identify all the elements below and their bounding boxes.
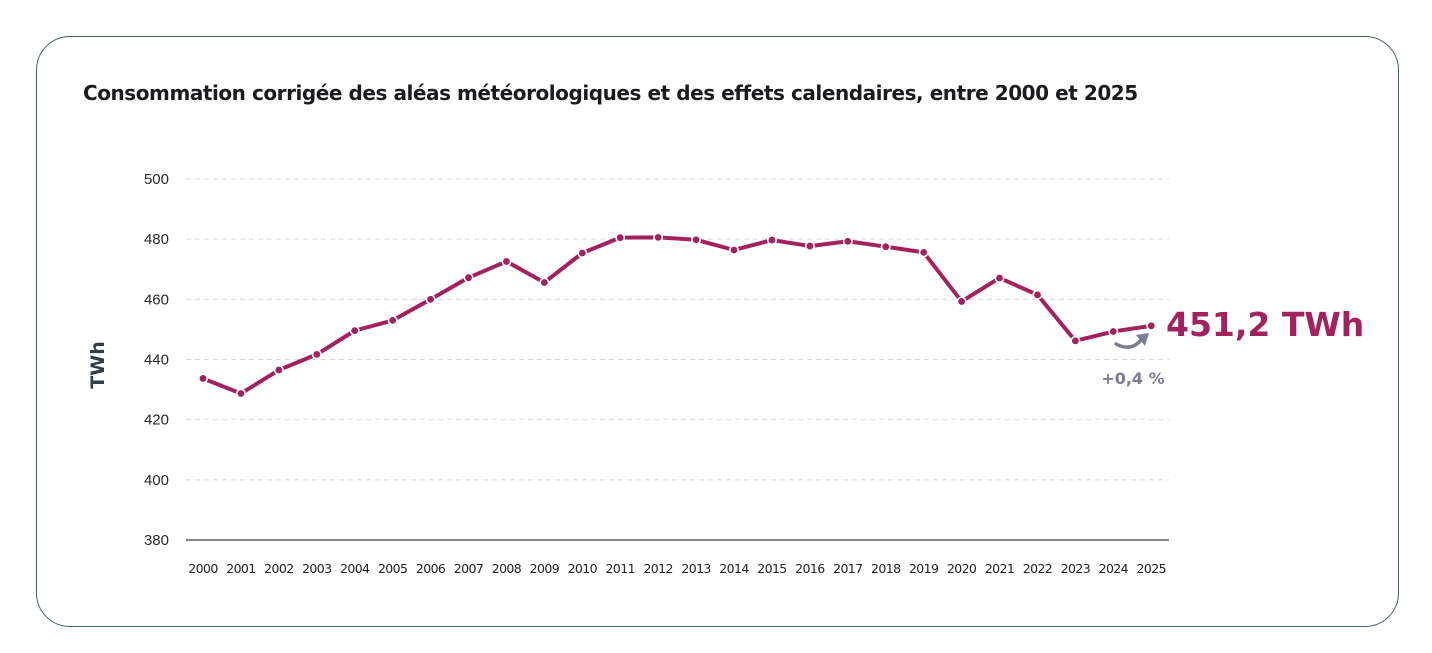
- data-point: [768, 236, 776, 244]
- data-point: [540, 279, 548, 286]
- data-point: [578, 249, 586, 257]
- x-tick-label: 2025: [1137, 561, 1166, 576]
- data-point: [313, 350, 321, 358]
- x-tick-label: 2013: [681, 561, 710, 576]
- y-axis-ticks: 500 480 460 440 420 400 380: [144, 171, 169, 549]
- data-point: [844, 237, 852, 245]
- x-tick-label: 2003: [302, 561, 331, 576]
- series-consommation: [198, 232, 1157, 399]
- x-tick-label: 2008: [492, 561, 522, 576]
- x-tick-label: 2019: [909, 561, 939, 576]
- data-point: [920, 249, 928, 256]
- y-tick-label: 460: [144, 291, 169, 308]
- data-point: [996, 274, 1003, 282]
- last-value-label: 451,2 TWh: [1166, 305, 1364, 344]
- x-axis-ticks: 2000 2001 2002 2003 2004 2005 2006 2007 2008 2009…: [188, 561, 1166, 576]
- curved-arrow-up-right-icon: [1114, 338, 1143, 349]
- data-point: [427, 295, 434, 303]
- data-point: [692, 236, 700, 244]
- y-tick-label: 380: [144, 532, 169, 549]
- data-point: [882, 243, 890, 251]
- x-tick-label: 2015: [757, 561, 786, 576]
- x-tick-label: 2020: [947, 561, 977, 576]
- y-tick-label: 480: [144, 231, 169, 248]
- y-tick-label: 440: [144, 352, 169, 369]
- data-point: [465, 274, 472, 282]
- data-point: [1034, 291, 1041, 299]
- data-point: [654, 233, 662, 241]
- data-point: [958, 298, 965, 305]
- x-tick-label: 2000: [188, 561, 218, 576]
- y-axis-label: TWh: [87, 341, 109, 388]
- data-point: [730, 246, 738, 254]
- gridlines: [186, 178, 1169, 481]
- y-tick-label: 400: [144, 472, 169, 489]
- x-tick-label: 2021: [985, 561, 1014, 576]
- data-point: [1071, 337, 1079, 345]
- x-tick-label: 2017: [833, 561, 862, 576]
- x-tick-label: 2002: [264, 561, 293, 576]
- data-point: [389, 316, 397, 324]
- x-tick-label: 2012: [643, 561, 672, 576]
- x-tick-label: 2022: [1023, 561, 1052, 576]
- x-tick-label: 2009: [530, 561, 560, 576]
- y-tick-label: 500: [144, 171, 169, 188]
- x-tick-label: 2016: [795, 561, 825, 576]
- x-tick-label: 2018: [871, 561, 901, 576]
- x-tick-label: 2010: [568, 561, 598, 576]
- x-tick-label: 2024: [1099, 561, 1129, 576]
- data-point: [1109, 328, 1117, 335]
- data-point: [616, 234, 624, 242]
- data-point: [1147, 322, 1155, 330]
- series-line: [201, 235, 1154, 396]
- x-tick-label: 2006: [416, 561, 446, 576]
- data-point: [351, 327, 359, 335]
- x-tick-label: 2005: [378, 561, 407, 576]
- chart-card: [36, 36, 1399, 627]
- x-tick-label: 2001: [226, 561, 255, 576]
- data-point: [237, 390, 245, 397]
- chart-title: Consommation corrigée des aléas météorol…: [83, 81, 1138, 105]
- change-percent-label: +0,4 %: [1101, 369, 1164, 388]
- data-point: [503, 258, 510, 265]
- y-tick-label: 420: [144, 412, 169, 429]
- x-tick-label: 2007: [454, 561, 483, 576]
- annotations: +0,4 % 451,2 TWh: [1101, 305, 1364, 388]
- data-point: [199, 375, 207, 382]
- x-tick-label: 2023: [1061, 561, 1090, 576]
- x-tick-label: 2014: [719, 561, 749, 576]
- x-tick-label: 2004: [340, 561, 370, 576]
- data-point: [275, 366, 283, 374]
- x-tick-label: 2011: [606, 561, 635, 576]
- data-point: [806, 242, 814, 250]
- arrowhead-icon: [1136, 333, 1149, 346]
